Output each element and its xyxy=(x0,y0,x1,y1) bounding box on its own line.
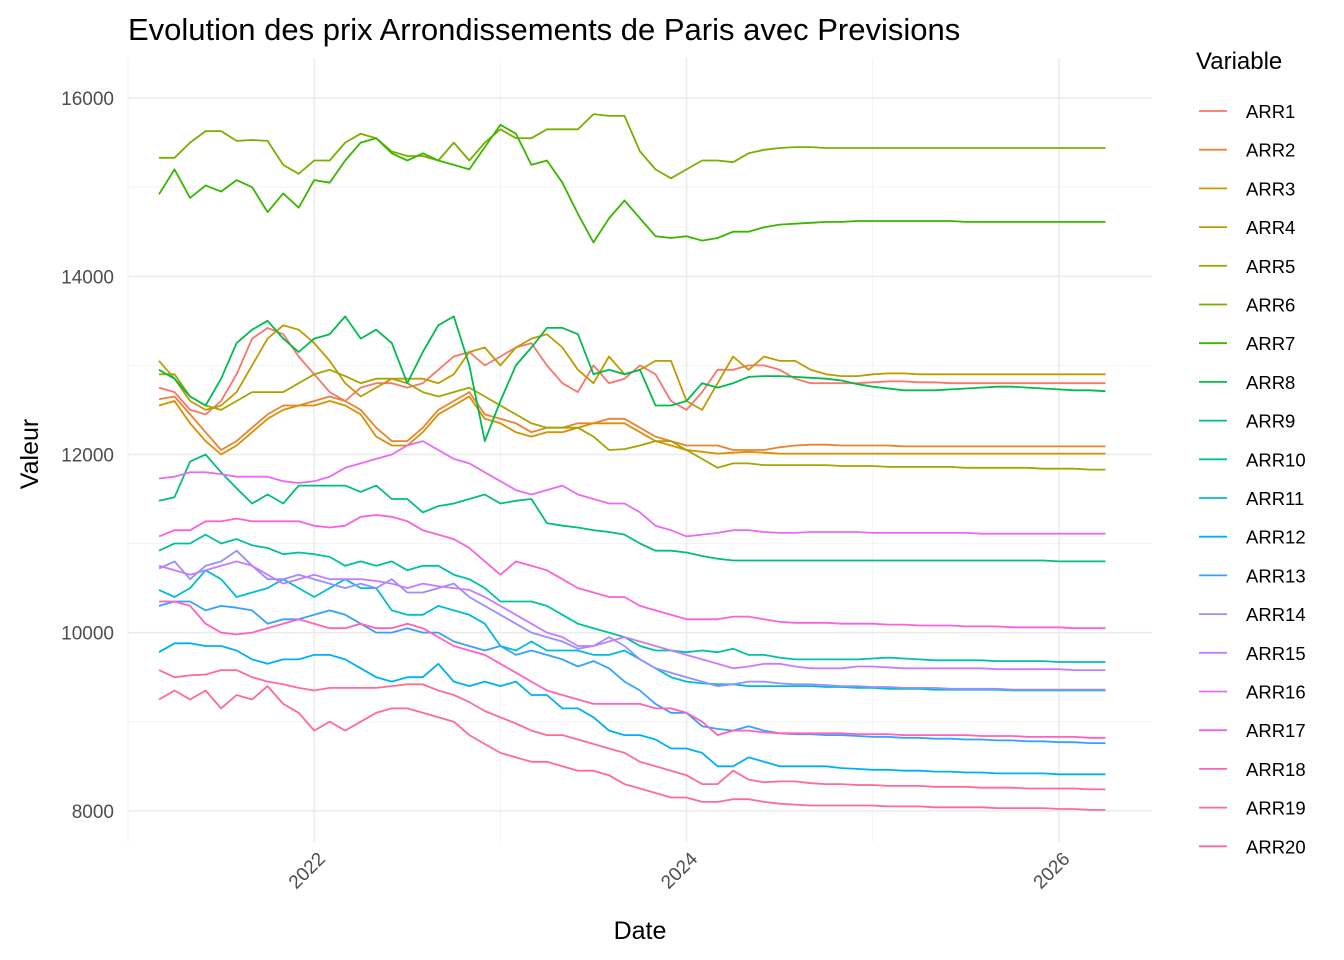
legend-label-arr10: ARR10 xyxy=(1246,449,1306,470)
series-line-arr12 xyxy=(158,642,1106,776)
series-line-arr8 xyxy=(158,315,1106,443)
legend-label-arr20: ARR20 xyxy=(1246,836,1306,857)
legend-label-arr16: ARR16 xyxy=(1246,682,1306,703)
legend-label-arr9: ARR9 xyxy=(1246,411,1295,432)
x-axis-title: Date xyxy=(614,917,667,945)
chart-title: Evolution des prix Arrondissements de Pa… xyxy=(128,12,960,47)
series-line-arr5 xyxy=(159,368,1106,471)
y-tick-labels: 8000 10000 12000 14000 16000 xyxy=(61,89,114,823)
series-line-arr15 xyxy=(158,560,1106,671)
series-line-arr3 xyxy=(158,395,1106,456)
legend-label-arr2: ARR2 xyxy=(1246,140,1295,161)
series-line-arr20 xyxy=(158,685,1106,811)
x-tick-labels: 2022 2024 2026 xyxy=(285,848,1074,893)
legend: Variable ARR1 ARR2 ARR3 ARR4 ARR5 ARR6 ARR7 ARR… xyxy=(1196,48,1306,857)
y-tick-label: 10000 xyxy=(61,624,114,645)
series-line-arr11 xyxy=(158,569,1106,692)
series-line-arr2 xyxy=(158,391,1106,451)
legend-label-arr1: ARR1 xyxy=(1246,101,1295,122)
y-axis-title: Valeur xyxy=(16,419,44,489)
series-line-arr9 xyxy=(158,453,1106,563)
legend-title: Variable xyxy=(1196,48,1282,75)
legend-label-arr12: ARR12 xyxy=(1246,527,1306,548)
legend-label-arr6: ARR6 xyxy=(1246,295,1295,316)
series-line-arr4 xyxy=(158,324,1106,411)
legend-label-arr18: ARR18 xyxy=(1246,759,1306,780)
legend-label-arr15: ARR15 xyxy=(1246,643,1306,664)
x-tick-label: 2024 xyxy=(657,848,702,893)
series-line-arr16 xyxy=(158,440,1106,538)
legend-label-arr19: ARR19 xyxy=(1246,798,1306,819)
series-line-arr18 xyxy=(159,600,1106,739)
grid xyxy=(127,58,1152,842)
y-tick-label: 14000 xyxy=(61,267,114,288)
legend-label-arr17: ARR17 xyxy=(1246,720,1306,741)
x-tick-label: 2022 xyxy=(285,849,330,894)
series-line-arr7 xyxy=(158,123,1106,244)
legend-label-arr7: ARR7 xyxy=(1246,333,1295,354)
legend-label-arr14: ARR14 xyxy=(1246,604,1306,625)
series-line-arr10 xyxy=(158,533,1106,663)
legend-label-arr3: ARR3 xyxy=(1246,178,1295,199)
series-lines xyxy=(158,113,1106,811)
series-line-arr19 xyxy=(158,669,1106,791)
series-line-arr13 xyxy=(158,600,1106,744)
y-tick-label: 12000 xyxy=(61,445,114,466)
legend-label-arr13: ARR13 xyxy=(1246,565,1306,586)
legend-label-arr8: ARR8 xyxy=(1246,372,1295,393)
x-tick-label: 2026 xyxy=(1030,849,1075,894)
y-tick-label: 8000 xyxy=(72,802,114,823)
legend-label-arr4: ARR4 xyxy=(1246,217,1295,238)
series-line-arr6 xyxy=(159,113,1106,180)
series-line-arr17 xyxy=(158,514,1106,630)
y-tick-label: 16000 xyxy=(61,89,114,110)
legend-label-arr5: ARR5 xyxy=(1246,256,1295,277)
series-line-arr14 xyxy=(158,549,1106,691)
legend-label-arr11: ARR11 xyxy=(1246,488,1304,509)
